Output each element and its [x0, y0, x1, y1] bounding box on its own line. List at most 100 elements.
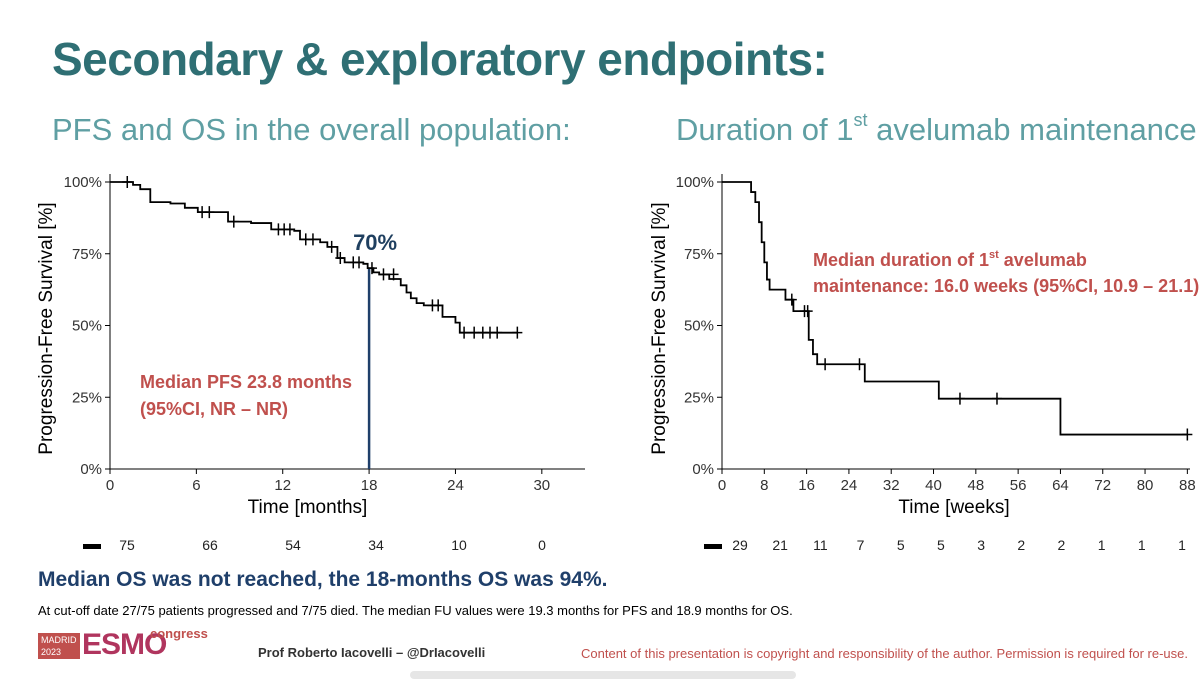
risk-count: 1: [1178, 537, 1186, 553]
x-tick-label: 30: [533, 477, 550, 494]
censor-mark: [284, 223, 295, 236]
median-pfs-text: Median PFS 23.8 months: [140, 372, 352, 392]
pfs-km-chart: 0% 25% 50% 75% 100% 0 6 12 18 24 30 Time [months] Pr…: [36, 174, 585, 553]
median-duration-tspan: Median duration of 1: [813, 250, 989, 270]
risk-table-legend-bar: [83, 544, 101, 549]
median-duration-ci-text: maintenance: 16.0 weeks (95%CI, 10.9 – 2…: [813, 276, 1199, 296]
y-axis-title: Progression-Free Survival [%]: [36, 202, 57, 454]
x-tick-label: 64: [1052, 477, 1069, 494]
censor-mark: [388, 268, 399, 281]
censor-mark: [326, 240, 337, 253]
esmo-logo: ESMO: [82, 628, 167, 662]
risk-count: 7: [857, 537, 865, 553]
y-tick-label: 75%: [72, 246, 102, 263]
censor-mark: [469, 326, 480, 339]
y-axis-title: Progression-Free Survival [%]: [649, 202, 670, 454]
risk-count: 10: [451, 537, 467, 553]
x-tick-label: 80: [1137, 477, 1154, 494]
x-tick-label: 16: [798, 477, 815, 494]
risk-count: 21: [772, 537, 788, 553]
x-tick-label: 72: [1094, 477, 1111, 494]
horizontal-scrollbar[interactable]: [410, 671, 796, 679]
risk-count: 54: [285, 537, 301, 553]
x-tick-label: 40: [925, 477, 942, 494]
x-tick-label: 0: [106, 477, 114, 494]
copyright-notice: Content of this presentation is copyrigh…: [581, 646, 1188, 661]
logo-madrid-badge: MADRID 2023: [38, 633, 80, 659]
y-tick-label: 0%: [692, 461, 714, 478]
risk-count: 1: [1098, 537, 1106, 553]
y-tick-label: 75%: [684, 246, 714, 263]
y-tick-label: 100%: [64, 174, 102, 191]
risk-count: 3: [977, 537, 985, 553]
y-tick-label: 100%: [676, 174, 714, 191]
censor-mark: [786, 293, 797, 306]
censor-mark: [354, 256, 365, 269]
y-tick-label: 25%: [72, 389, 102, 406]
risk-table-legend-bar: [704, 544, 722, 549]
subtitle-duration-post: avelumab maintenance: [867, 112, 1197, 147]
risk-count: 0: [538, 537, 546, 553]
duration-km-chart: 0%25%50%75%100%0 8 16 24 32 40 48 56 64 72 80 88Tim…: [649, 174, 1199, 553]
risk-count: 66: [202, 537, 218, 553]
risk-count: 5: [937, 537, 945, 553]
censor-mark: [307, 233, 318, 246]
censor-mark: [204, 206, 215, 219]
x-axis-title: Time [weeks]: [898, 497, 1009, 518]
censor-mark: [854, 358, 865, 371]
x-tick-label: 18: [361, 477, 378, 494]
risk-count: 75: [119, 537, 135, 553]
censor-mark: [820, 358, 831, 371]
x-tick-label: 88: [1179, 477, 1196, 494]
subtitle-pfs-os: PFS and OS in the overall population:: [52, 112, 571, 147]
cutoff-note: At cut-off date 27/75 patients progresse…: [38, 603, 793, 618]
km-curve: [722, 181, 1188, 436]
censor-mark: [954, 392, 965, 405]
logo-city: MADRID: [41, 635, 77, 645]
risk-count: 5: [897, 537, 905, 553]
censor-mark: [459, 326, 470, 339]
risk-count: 1: [1138, 537, 1146, 553]
logo-congress: congress: [150, 626, 208, 641]
y-tick-label: 25%: [684, 389, 714, 406]
risk-count: 11: [813, 537, 828, 553]
censor-mark: [122, 176, 133, 188]
x-tick-label: 32: [883, 477, 900, 494]
x-tick-label: 6: [192, 477, 200, 494]
subtitle-duration: Duration of 1st avelumab maintenance: [676, 110, 1197, 148]
median-duration-tspan-end: avelumab: [999, 250, 1087, 270]
x-tick-label: 24: [447, 477, 464, 494]
os-note: Median OS was not reached, the 18-months…: [38, 568, 608, 591]
censor-mark: [366, 262, 377, 275]
x-tick-label: 56: [1010, 477, 1027, 494]
risk-count: 2: [1058, 537, 1066, 553]
risk-count: 34: [368, 537, 384, 553]
y-tick-label: 0%: [80, 461, 102, 478]
highlight-label: 70%: [353, 230, 397, 255]
x-tick-label: 12: [274, 477, 291, 494]
risk-count: 29: [732, 537, 748, 553]
median-pfs-ci-text: (95%CI, NR – NR): [140, 399, 288, 419]
x-tick-label: 0: [718, 477, 726, 494]
censor-mark: [228, 215, 239, 228]
y-tick-label: 50%: [684, 318, 714, 335]
subtitle-duration-sup: st: [853, 110, 868, 130]
censor-mark: [433, 299, 444, 312]
censor-mark: [991, 392, 1002, 405]
censor-mark: [512, 326, 523, 339]
censor-mark: [802, 305, 813, 318]
censor-mark: [1182, 428, 1193, 441]
subtitle-duration-pre: Duration of 1: [676, 112, 854, 147]
slide-title: Secondary & exploratory endpoints:: [52, 33, 828, 85]
author-credit: Prof Roberto Iacovelli – @DrIacovelli: [258, 645, 486, 660]
median-duration-sup: st: [989, 249, 999, 261]
censor-mark: [335, 252, 346, 265]
y-tick-label: 50%: [72, 318, 102, 335]
x-axis-title: Time [months]: [248, 497, 368, 518]
censor-mark: [378, 268, 389, 281]
x-tick-label: 48: [967, 477, 984, 494]
risk-count: 2: [1017, 537, 1025, 553]
logo-year: 2023: [41, 647, 62, 657]
logo-esmo-text: ESMO: [82, 628, 167, 661]
